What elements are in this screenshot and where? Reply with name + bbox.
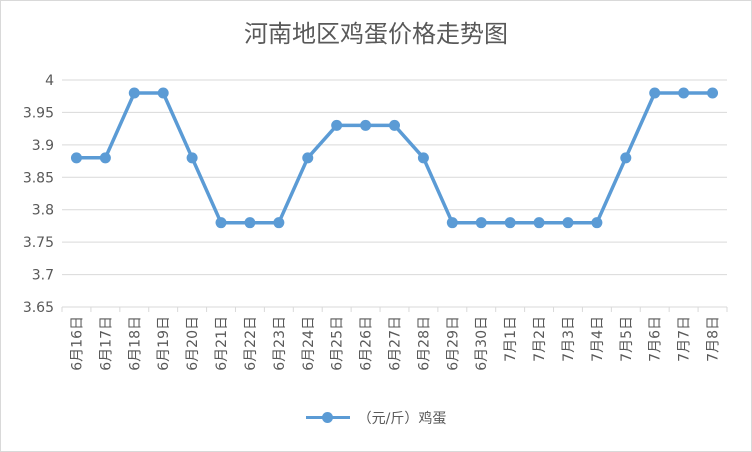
data-point: [99, 152, 111, 164]
y-tick-label: 3.65: [23, 300, 54, 316]
x-tick-label: 6月29日: [445, 316, 461, 371]
x-tick-label: 6月18日: [127, 316, 143, 371]
data-point: [620, 152, 632, 164]
x-tick-label: 7月7日: [677, 316, 693, 362]
x-tick-label: 7月4日: [590, 316, 606, 362]
data-point: [128, 87, 140, 99]
x-tick-label: 7月5日: [619, 316, 635, 362]
legend-item: （元/斤）鸡蛋: [305, 408, 447, 428]
x-tick-label: 6月19日: [156, 316, 172, 371]
y-tick-label: 3.85: [23, 170, 54, 186]
data-point: [562, 217, 574, 229]
data-point: [504, 217, 516, 229]
data-point: [591, 217, 603, 229]
y-tick-label: 3.7: [32, 268, 54, 284]
data-point: [389, 119, 400, 131]
x-tick-label: 6月28日: [416, 316, 432, 371]
y-tick-label: 3.9: [32, 138, 54, 154]
x-tick-label: 6月17日: [98, 316, 114, 371]
data-point: [360, 119, 372, 131]
legend-label: （元/斤）鸡蛋: [357, 411, 447, 427]
x-tick-label: 6月24日: [301, 316, 317, 371]
data-point: [302, 152, 314, 164]
data-point: [678, 87, 690, 99]
x-tick-label: 6月22日: [243, 316, 259, 371]
x-tick-label: 7月6日: [648, 316, 664, 362]
data-point: [446, 217, 458, 229]
x-tick-label: 6月20日: [185, 316, 201, 371]
data-point: [649, 87, 661, 99]
x-tick-label: 6月27日: [388, 316, 404, 371]
x-tick-label: 7月2日: [532, 316, 548, 362]
x-tick-label: 6月16日: [69, 316, 85, 371]
y-tick-label: 4: [45, 73, 54, 89]
x-tick-label: 7月3日: [561, 316, 577, 362]
x-tick-label: 6月30日: [474, 316, 490, 371]
data-point: [475, 217, 487, 229]
data-point: [533, 217, 545, 229]
data-point: [215, 217, 227, 229]
chart-title: 河南地区鸡蛋价格走势图: [244, 20, 508, 48]
x-tick-label: 6月26日: [359, 316, 375, 371]
data-point: [417, 152, 429, 164]
x-tick-label: 6月21日: [214, 316, 230, 371]
y-tick-label: 3.8: [32, 203, 54, 219]
x-tick-label: 6月23日: [272, 316, 288, 371]
y-tick-label: 3.75: [23, 235, 54, 251]
data-point: [70, 152, 82, 164]
data-point: [707, 87, 719, 99]
data-point: [273, 217, 285, 229]
data-point: [244, 217, 256, 229]
data-point: [186, 152, 198, 164]
data-point: [331, 119, 343, 131]
x-tick-label: 7月8日: [706, 316, 722, 362]
legend: （元/斤）鸡蛋: [0, 408, 752, 428]
x-tick-label: 6月25日: [330, 316, 346, 371]
y-tick-label: 3.95: [23, 105, 54, 121]
legend-marker-icon: [305, 412, 350, 424]
x-tick-label: 7月1日: [503, 316, 519, 362]
data-point: [157, 87, 169, 99]
